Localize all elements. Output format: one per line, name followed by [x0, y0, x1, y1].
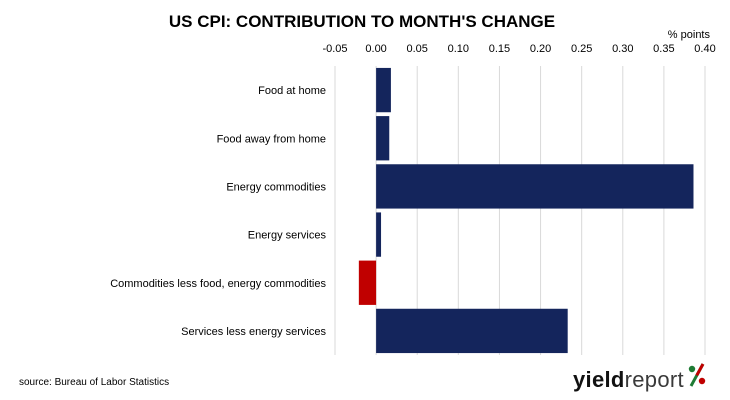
category-label: Energy services — [248, 230, 327, 242]
x-tick-label: 0.20 — [530, 43, 551, 55]
bars — [358, 67, 694, 354]
x-tick-label: 0.05 — [407, 43, 428, 55]
x-tick-label: 0.00 — [365, 43, 386, 55]
x-tick-label: 0.25 — [571, 43, 592, 55]
yieldreport-logo: yield report — [573, 363, 706, 393]
bar — [376, 212, 382, 257]
bar — [358, 260, 377, 305]
bar — [376, 308, 568, 354]
logo-word-yield: yield — [573, 367, 625, 392]
unit-label: % points — [668, 29, 711, 41]
x-tick-label: -0.05 — [322, 43, 347, 55]
category-labels: Food at home Food away from home Energy co… — [110, 85, 326, 338]
x-tick-label: 0.15 — [489, 43, 510, 55]
category-label: Commodities less food, energy commoditie… — [110, 278, 326, 290]
category-label: Energy commodities — [226, 181, 326, 193]
x-tick-label: 0.40 — [694, 43, 715, 55]
x-tick-label: 0.30 — [612, 43, 633, 55]
chart-title: US CPI: CONTRIBUTION TO MONTH'S CHANGE — [169, 12, 555, 31]
category-label: Food away from home — [217, 133, 326, 145]
category-label: Services less energy services — [181, 326, 326, 338]
percent-logo-icon — [688, 363, 706, 387]
source-note: source: Bureau of Labor Statistics — [19, 377, 170, 388]
x-tick-label: 0.10 — [448, 43, 469, 55]
bar — [376, 67, 391, 113]
grid-lines — [334, 66, 706, 355]
x-axis-ticks: -0.05 0.00 0.05 0.10 0.15 0.20 0.25 0.30 0.35 0.4… — [322, 43, 715, 55]
bar — [376, 164, 694, 209]
bar — [376, 116, 390, 161]
category-label: Food at home — [258, 85, 326, 97]
logo-word-report: report — [624, 367, 684, 392]
x-tick-label: 0.35 — [653, 43, 674, 55]
